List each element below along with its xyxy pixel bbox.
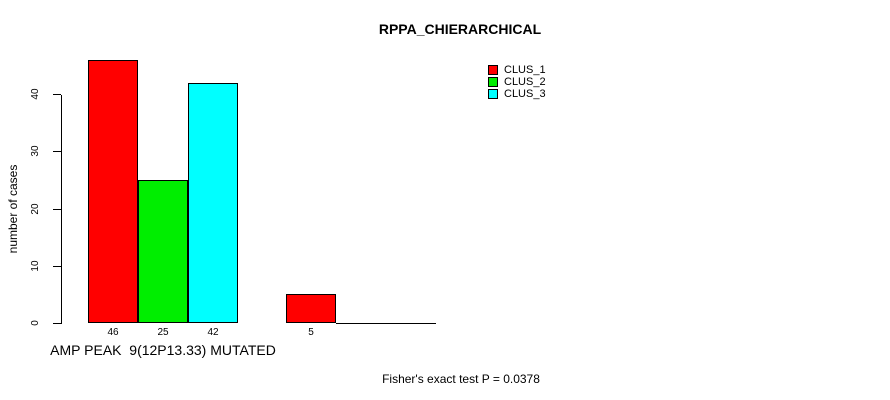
legend-row: CLUS_1 bbox=[488, 64, 546, 76]
bar-value-label: 46 bbox=[107, 327, 119, 338]
legend-label: CLUS_1 bbox=[504, 63, 546, 76]
y-tick bbox=[53, 209, 61, 210]
bar bbox=[386, 323, 436, 324]
legend: CLUS_1 CLUS_2 CLUS_3 bbox=[488, 64, 546, 100]
legend-label: CLUS_2 bbox=[504, 75, 546, 88]
legend-swatch bbox=[488, 89, 498, 99]
legend-swatch bbox=[488, 65, 498, 75]
legend-swatch bbox=[488, 77, 498, 87]
y-axis-label: number of cases bbox=[6, 164, 20, 254]
y-tick bbox=[53, 151, 61, 152]
legend-label: CLUS_3 bbox=[504, 87, 546, 100]
bar bbox=[188, 83, 238, 323]
y-tick bbox=[53, 266, 61, 267]
y-axis-line bbox=[61, 95, 62, 324]
legend-row: CLUS_3 bbox=[488, 88, 546, 100]
bar-value-label: 5 bbox=[308, 327, 314, 338]
y-tick-label: 10 bbox=[30, 260, 41, 272]
y-tick-label: 0 bbox=[30, 320, 41, 326]
footer-note: Fisher's exact test P = 0.0378 bbox=[382, 372, 540, 386]
legend-row: CLUS_2 bbox=[488, 76, 546, 88]
bar bbox=[88, 60, 138, 323]
bar bbox=[286, 294, 336, 323]
y-tick bbox=[53, 323, 61, 324]
x-category-label: AMP PEAK 9(12P13.33) MUTATED bbox=[50, 342, 276, 358]
y-tick-label: 30 bbox=[30, 145, 41, 157]
y-tick-label: 40 bbox=[30, 88, 41, 100]
bar-value-label: 42 bbox=[207, 327, 219, 338]
bar-value-label: 25 bbox=[157, 327, 169, 338]
y-tick bbox=[53, 94, 61, 95]
chart-title: RPPA_CHIERARCHICAL bbox=[378, 21, 542, 37]
y-tick-label: 20 bbox=[30, 203, 41, 215]
bar bbox=[138, 180, 188, 323]
bar bbox=[336, 323, 386, 324]
